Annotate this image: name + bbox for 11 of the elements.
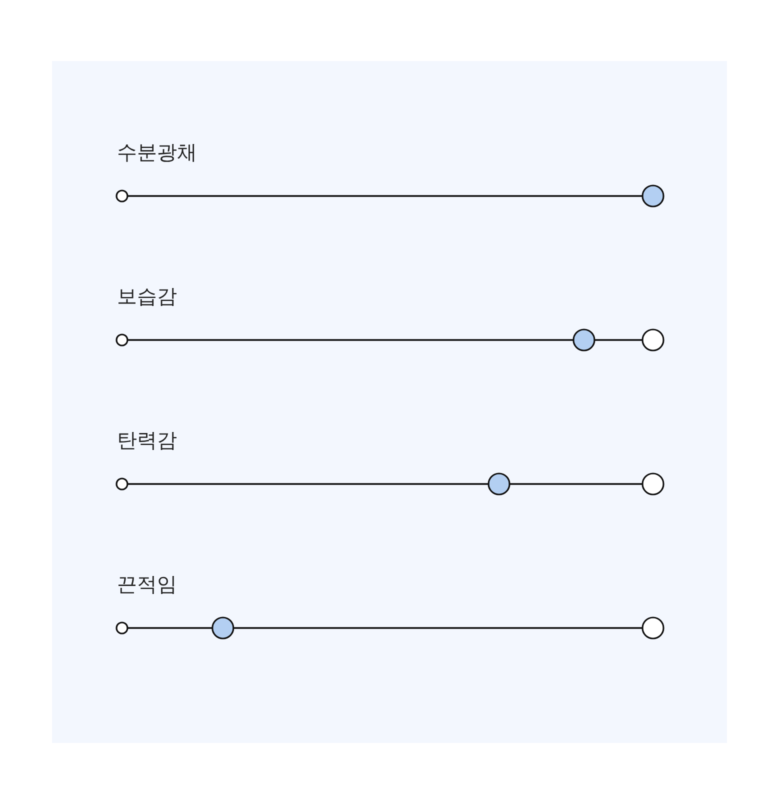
y-tick-label: 탄력감	[117, 428, 177, 452]
y-tick-label: 수분광채	[117, 140, 197, 164]
point	[642, 328, 664, 352]
y-tick-label: 끈적임	[117, 572, 177, 596]
point	[488, 472, 510, 496]
point	[572, 328, 596, 352]
point	[642, 472, 664, 496]
y-tick-label: 보습감	[117, 284, 177, 308]
point	[642, 184, 664, 208]
point	[212, 616, 234, 640]
point	[642, 616, 664, 640]
